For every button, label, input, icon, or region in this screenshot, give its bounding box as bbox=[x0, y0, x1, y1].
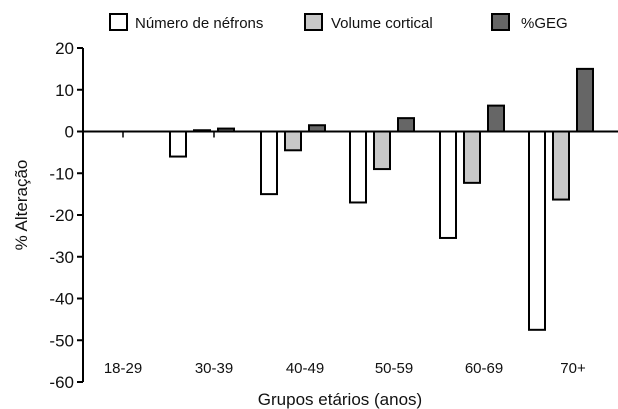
x-axis-title: Grupos etários (anos) bbox=[258, 390, 422, 409]
legend-label-series-1: Número de néfrons bbox=[135, 15, 263, 32]
bar-30-39-series-1 bbox=[169, 130, 187, 158]
bar-30-39-series-2 bbox=[193, 129, 211, 133]
bar-40-49-series-1 bbox=[260, 130, 278, 196]
bar-50-59-series-1 bbox=[349, 130, 367, 204]
category-label: 50-59 bbox=[375, 360, 413, 377]
category-label: 60-69 bbox=[465, 360, 503, 377]
y-tick-label: -60 bbox=[49, 373, 74, 392]
legend-label-series-2: Volume cortical bbox=[331, 15, 433, 32]
legend-swatch-series-3 bbox=[491, 13, 510, 31]
bar-70+-series-3 bbox=[576, 67, 594, 133]
bar-60-69-series-1 bbox=[439, 130, 457, 239]
bar-50-59-series-2 bbox=[373, 130, 391, 171]
bar-40-49-series-3 bbox=[308, 124, 326, 133]
bars bbox=[169, 67, 594, 331]
bar-70+-series-1 bbox=[528, 130, 546, 331]
bar-30-39-series-3 bbox=[217, 127, 235, 133]
bar-60-69-series-3 bbox=[487, 104, 505, 133]
y-tick-label: -40 bbox=[49, 290, 74, 309]
legend-swatch-series-1 bbox=[109, 13, 128, 31]
legend-swatch-series-2 bbox=[304, 13, 323, 31]
y-tick-label: -30 bbox=[49, 248, 74, 267]
category-label: 18-29 bbox=[104, 360, 142, 377]
bar-40-49-series-2 bbox=[284, 130, 302, 152]
category-label: 30-39 bbox=[195, 360, 233, 377]
y-tick-label: 10 bbox=[55, 81, 74, 100]
y-tick-label: -10 bbox=[49, 164, 74, 183]
legend-label-series-3: %GEG bbox=[521, 15, 568, 32]
category-label: 40-49 bbox=[286, 360, 324, 377]
y-axis-title: % Alteração bbox=[12, 160, 31, 251]
labels: 18-29 30-39 40-49 50-59 60-69 70+ bbox=[104, 360, 586, 377]
y-tick-label: -50 bbox=[49, 331, 74, 350]
bar-60-69-series-2 bbox=[463, 130, 481, 184]
y-tick-label: 0 bbox=[65, 123, 74, 142]
y-tick-label: 20 bbox=[55, 39, 74, 58]
category-label: 70+ bbox=[560, 360, 586, 377]
bar-50-59-series-3 bbox=[397, 117, 415, 133]
bar-70+-series-2 bbox=[552, 130, 570, 201]
legend: Número de néfrons Volume cortical %GEG bbox=[109, 13, 568, 32]
y-tick-label: -20 bbox=[49, 206, 74, 225]
